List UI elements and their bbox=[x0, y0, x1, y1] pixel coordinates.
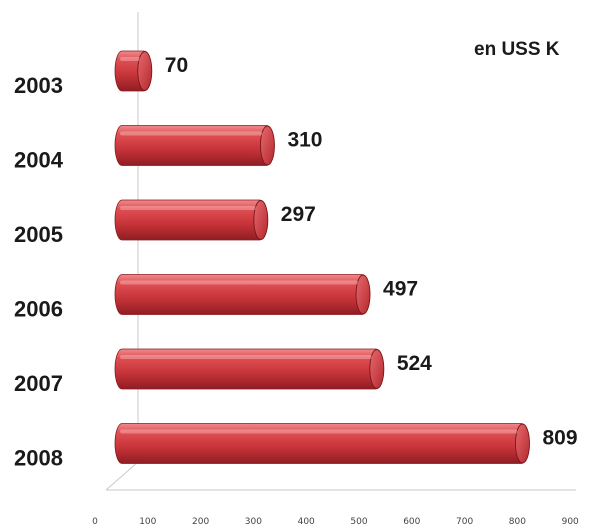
category-labels: 2003 2004 2005 2006 2007 2008 bbox=[14, 73, 64, 471]
x-tick-500: 500 bbox=[350, 517, 367, 527]
bar-cap-2008 bbox=[515, 423, 530, 464]
data-label-2007: 524 bbox=[397, 352, 432, 375]
x-tick-400: 400 bbox=[298, 517, 315, 527]
x-tick-200: 200 bbox=[192, 517, 209, 527]
bar-highlight-2007 bbox=[120, 355, 372, 359]
category-label-2004: 2004 bbox=[14, 148, 64, 173]
bar-highlight-2006 bbox=[120, 280, 359, 285]
x-tick-0: 0 bbox=[92, 517, 98, 527]
bar-cap-2006 bbox=[355, 274, 371, 315]
category-label-2006: 2006 bbox=[14, 297, 63, 322]
x-tick-300: 300 bbox=[245, 517, 262, 527]
category-label-2003: 2003 bbox=[14, 73, 63, 98]
x-tick-800: 800 bbox=[509, 517, 526, 527]
bar-highlight-2003 bbox=[120, 57, 140, 61]
data-label-2004: 310 bbox=[287, 129, 322, 152]
data-label-2003: 70 bbox=[165, 54, 188, 77]
axes bbox=[105, 12, 576, 491]
data-labels: 70 310 297 497 524 809 bbox=[165, 54, 578, 450]
x-tick-600: 600 bbox=[403, 517, 420, 527]
bar-cap-2003 bbox=[137, 51, 153, 91]
bar-highlight-2008 bbox=[120, 429, 518, 434]
unit-label: en USS K bbox=[474, 39, 560, 60]
bar-highlight-2004 bbox=[120, 131, 263, 136]
bar-cap-2007 bbox=[369, 349, 385, 389]
data-label-2006: 497 bbox=[383, 278, 418, 301]
category-label-2008: 2008 bbox=[14, 446, 63, 471]
category-label-2007: 2007 bbox=[14, 371, 63, 396]
bar-cap-2004 bbox=[259, 125, 275, 166]
floor-diagonal-line bbox=[105, 461, 139, 491]
bar-cap-2005 bbox=[253, 200, 269, 240]
bars-group bbox=[114, 50, 530, 464]
x-tick-labels: 0 100 200 300 400 500 600 700 800 900 bbox=[92, 517, 579, 527]
data-label-2008: 809 bbox=[542, 427, 577, 450]
x-tick-700: 700 bbox=[456, 517, 473, 527]
x-tick-900: 900 bbox=[562, 517, 579, 527]
bar-highlight-2005 bbox=[120, 206, 256, 210]
x-tick-100: 100 bbox=[139, 517, 156, 527]
data-label-2005: 297 bbox=[281, 203, 316, 226]
category-label-2005: 2005 bbox=[14, 222, 63, 247]
